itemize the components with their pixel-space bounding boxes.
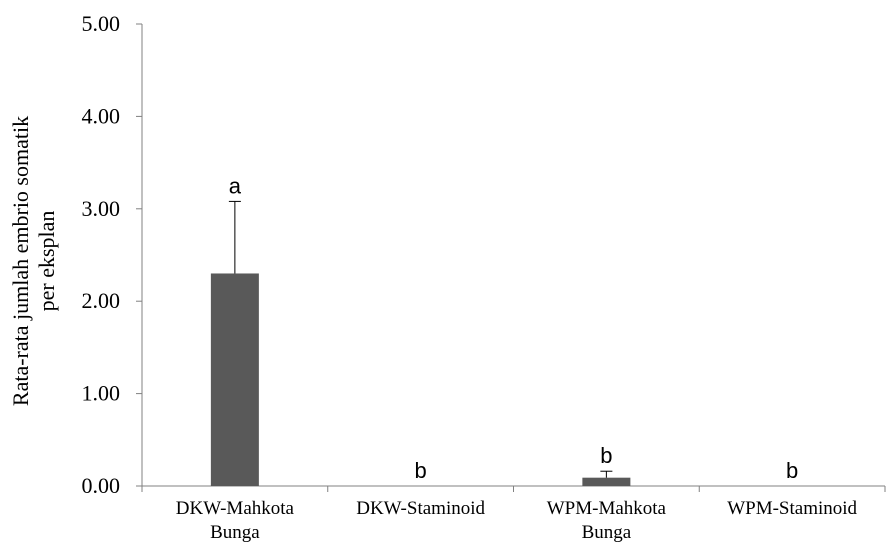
- significance-label: a: [229, 173, 242, 198]
- y-tick-label: 4.00: [82, 103, 121, 128]
- y-tick-label: 0.00: [82, 473, 121, 498]
- significance-label: b: [600, 443, 612, 468]
- significance-label: b: [415, 458, 427, 483]
- significance-label: b: [786, 458, 798, 483]
- x-category-label: DKW-Staminoid: [356, 498, 485, 519]
- x-category-label: WPM-Staminoid: [727, 498, 857, 519]
- x-category-label: WPM-Mahkota: [547, 498, 667, 519]
- x-category-label: DKW-Mahkota: [176, 498, 295, 519]
- y-axis-title: Rata-rata jumlah embrio somatik per eksp…: [8, 116, 59, 406]
- bar: [210, 273, 259, 486]
- x-category-label: Bunga: [210, 522, 260, 543]
- y-axis-title-line-1: Rata-rata jumlah embrio somatik: [8, 116, 33, 406]
- plot-area: 0.00 1.00 2.00 3.00 4.00 5.00 a DKW-Mahkota Bung…: [82, 11, 886, 543]
- y-tick-label: 5.00: [82, 11, 121, 36]
- bar: [582, 477, 631, 486]
- y-tick-label: 3.00: [82, 196, 121, 221]
- y-axis-title-line-2: per eksplan: [34, 211, 59, 312]
- x-category-label: Bunga: [582, 522, 632, 543]
- y-tick-label: 2.00: [82, 288, 121, 313]
- y-tick-label: 1.00: [82, 381, 121, 406]
